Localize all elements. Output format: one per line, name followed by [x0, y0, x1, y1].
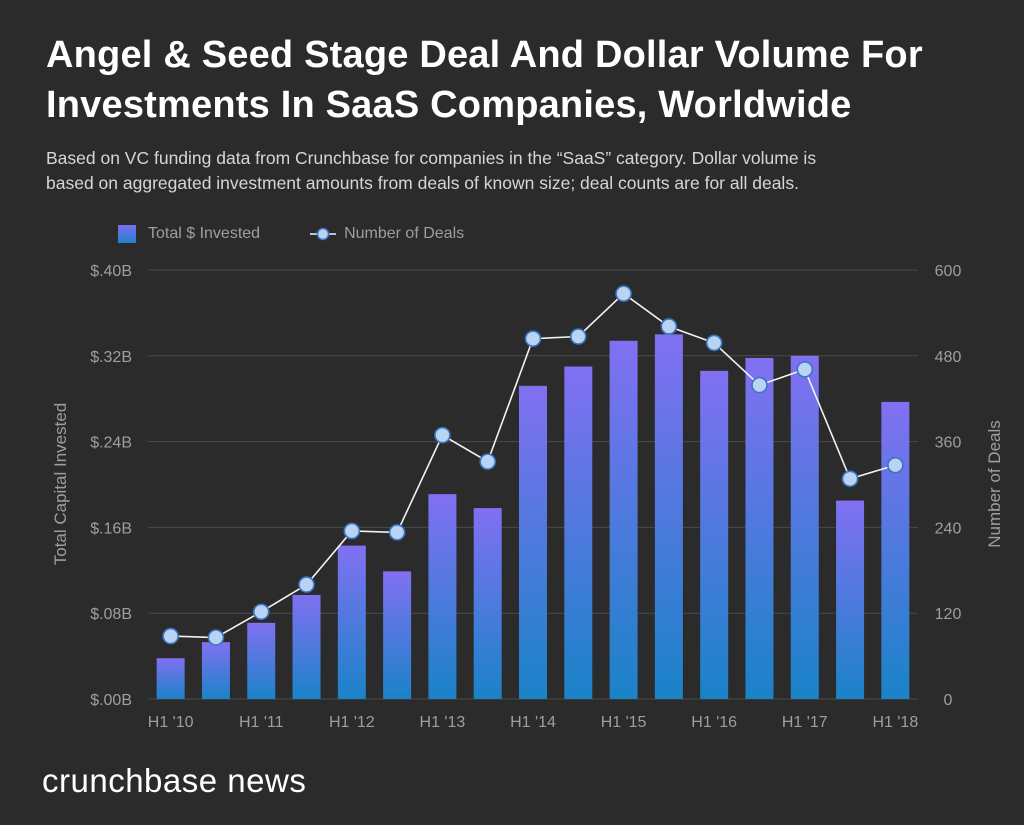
line-series	[162, 285, 904, 646]
bar	[609, 340, 638, 699]
x-tick-label: H1 '11	[239, 714, 284, 731]
y-tick-label: $.00B	[90, 692, 132, 709]
deals-point	[388, 524, 406, 541]
bar	[247, 622, 276, 699]
bar	[383, 571, 412, 699]
subtitle-line-2: based on aggregated investment amounts f…	[46, 173, 799, 193]
bar	[700, 370, 729, 699]
bar	[654, 334, 683, 699]
x-tick-label: H1 '17	[782, 714, 828, 731]
y-tick-label: $.16B	[90, 520, 132, 537]
legend-line-marker-icon	[310, 227, 337, 241]
bar	[519, 385, 547, 699]
y-tick-label: $.32B	[90, 349, 132, 366]
x-tick-label: H1 '14	[510, 714, 556, 731]
deals-point	[207, 629, 225, 646]
bar	[428, 494, 457, 699]
y-tick-label: $.40B	[90, 263, 132, 280]
y-axis-left: $.00B $.08B $.16B $.24B $.32B $.40B	[90, 263, 132, 709]
x-tick-label: H1 '10	[148, 714, 194, 731]
bar	[564, 366, 593, 699]
title-line-1: Angel & Seed Stage Deal And Dollar Volum…	[46, 34, 923, 76]
x-tick-label: H1 '15	[601, 714, 647, 731]
bar	[201, 642, 230, 699]
deals-point	[524, 330, 542, 347]
bar-series	[156, 334, 910, 699]
legend-item-line[interactable]: Number of Deals	[310, 225, 464, 243]
deals-point	[615, 285, 632, 302]
y-axis-right: 0 120 240 360 480 600	[935, 263, 962, 709]
deals-point	[252, 603, 270, 621]
x-axis: H1 '10 H1 '11 H1 '12 H1 '13 H1 '14 H1 '15 H1 '…	[148, 714, 919, 731]
combo-chart: $.00B $.08B $.16B $.24B $.32B $.40B 0 120 240 36…	[51, 263, 1004, 731]
legend-bars-label: Total $ Invested	[148, 225, 261, 242]
deals-point	[298, 576, 315, 593]
deals-point	[705, 334, 723, 352]
legend-item-bars[interactable]: Total $ Invested	[118, 225, 260, 243]
deals-point	[162, 627, 179, 645]
brand-logo: crunchbase news	[42, 762, 307, 799]
bar	[337, 545, 366, 699]
deals-point	[841, 470, 859, 488]
y-tick-label: $.08B	[90, 606, 132, 623]
title-line-2: Investments In SaaS Companies, Worldwide	[46, 84, 852, 126]
chart-title: Angel & Seed Stage Deal And Dollar Volum…	[46, 30, 996, 130]
deals-point	[660, 318, 678, 335]
bar	[836, 500, 865, 699]
x-tick-label: H1 '12	[329, 714, 375, 731]
deals-point	[479, 453, 497, 470]
y-right-tick-label: 360	[935, 435, 962, 452]
chart-subtitle: Based on VC funding data from Crunchbase…	[46, 146, 1006, 196]
deals-point	[796, 361, 814, 378]
bar	[881, 401, 910, 699]
x-tick-label: H1 '16	[691, 714, 737, 731]
chart-legend: Total $ Invested Number of Deals	[118, 222, 464, 246]
y-axis-label-left: Total Capital Invested	[51, 403, 70, 566]
x-tick-label: H1 '18	[872, 714, 918, 731]
y-tick-label: $.24B	[90, 435, 132, 452]
y-right-tick-label: 240	[935, 520, 962, 537]
legend-line-label: Number of Deals	[344, 225, 465, 242]
deals-point	[434, 426, 451, 444]
bar	[292, 594, 321, 699]
y-right-tick-label: 480	[935, 349, 962, 366]
deals-point	[887, 456, 904, 474]
bar	[156, 658, 185, 699]
y-right-tick-label: 120	[935, 606, 962, 623]
x-tick-label: H1 '13	[420, 714, 466, 731]
bar	[473, 508, 502, 699]
bar	[790, 355, 819, 699]
deals-point	[751, 376, 768, 394]
legend-bar-swatch-icon	[118, 225, 136, 243]
subtitle-line-1: Based on VC funding data from Crunchbase…	[46, 148, 817, 168]
deals-point	[569, 328, 587, 345]
y-axis-label-right: Number of Deals	[985, 420, 1004, 548]
deals-point	[343, 522, 361, 540]
y-right-tick-label: 600	[935, 263, 962, 280]
bar	[745, 357, 774, 699]
y-right-tick-label: 0	[944, 692, 953, 709]
